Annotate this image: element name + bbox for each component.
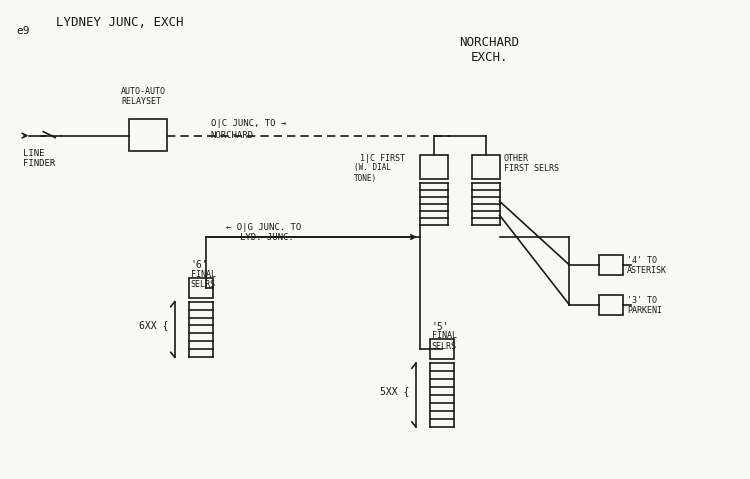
Text: 6XX {: 6XX { [139, 320, 168, 331]
Bar [599, 295, 623, 315]
Text: '5': '5' [432, 321, 449, 331]
Text: FINAL
SELRS: FINAL SELRS [432, 331, 457, 351]
Text: OTHER
FIRST SELRS: OTHER FIRST SELRS [503, 153, 559, 173]
Text: '6': '6' [190, 260, 208, 270]
Text: AUTO-AUTO
RELAYSET: AUTO-AUTO RELAYSET [121, 87, 166, 106]
Text: (W. DIAL
TONE): (W. DIAL TONE) [354, 163, 391, 183]
Text: ← O|G JUNC. TO: ← O|G JUNC. TO [226, 223, 301, 232]
Text: LYD. JUNC.: LYD. JUNC. [241, 233, 294, 242]
Text: LINE
FINDER: LINE FINDER [23, 148, 56, 168]
Bar [420, 156, 448, 179]
Bar [129, 119, 166, 150]
Text: 5XX {: 5XX { [380, 386, 410, 396]
Bar [430, 340, 454, 359]
Text: '3' TO
PARKENI: '3' TO PARKENI [627, 296, 662, 315]
Text: 1|C FIRST: 1|C FIRST [360, 153, 405, 162]
Bar [599, 255, 623, 275]
Text: NORCHARD
EXCH.: NORCHARD EXCH. [460, 36, 520, 64]
Text: NORCHARD: NORCHARD [211, 131, 254, 140]
Bar [189, 278, 212, 297]
Bar [472, 156, 500, 179]
Text: e9: e9 [16, 26, 30, 36]
Text: FINAL
SELRS: FINAL SELRS [190, 270, 216, 289]
Text: '4' TO
ASTERISK: '4' TO ASTERISK [627, 256, 667, 275]
Text: LYDNEY JUNC, EXCH: LYDNEY JUNC, EXCH [56, 16, 184, 29]
Text: O|C JUNC, TO →: O|C JUNC, TO → [211, 119, 286, 128]
